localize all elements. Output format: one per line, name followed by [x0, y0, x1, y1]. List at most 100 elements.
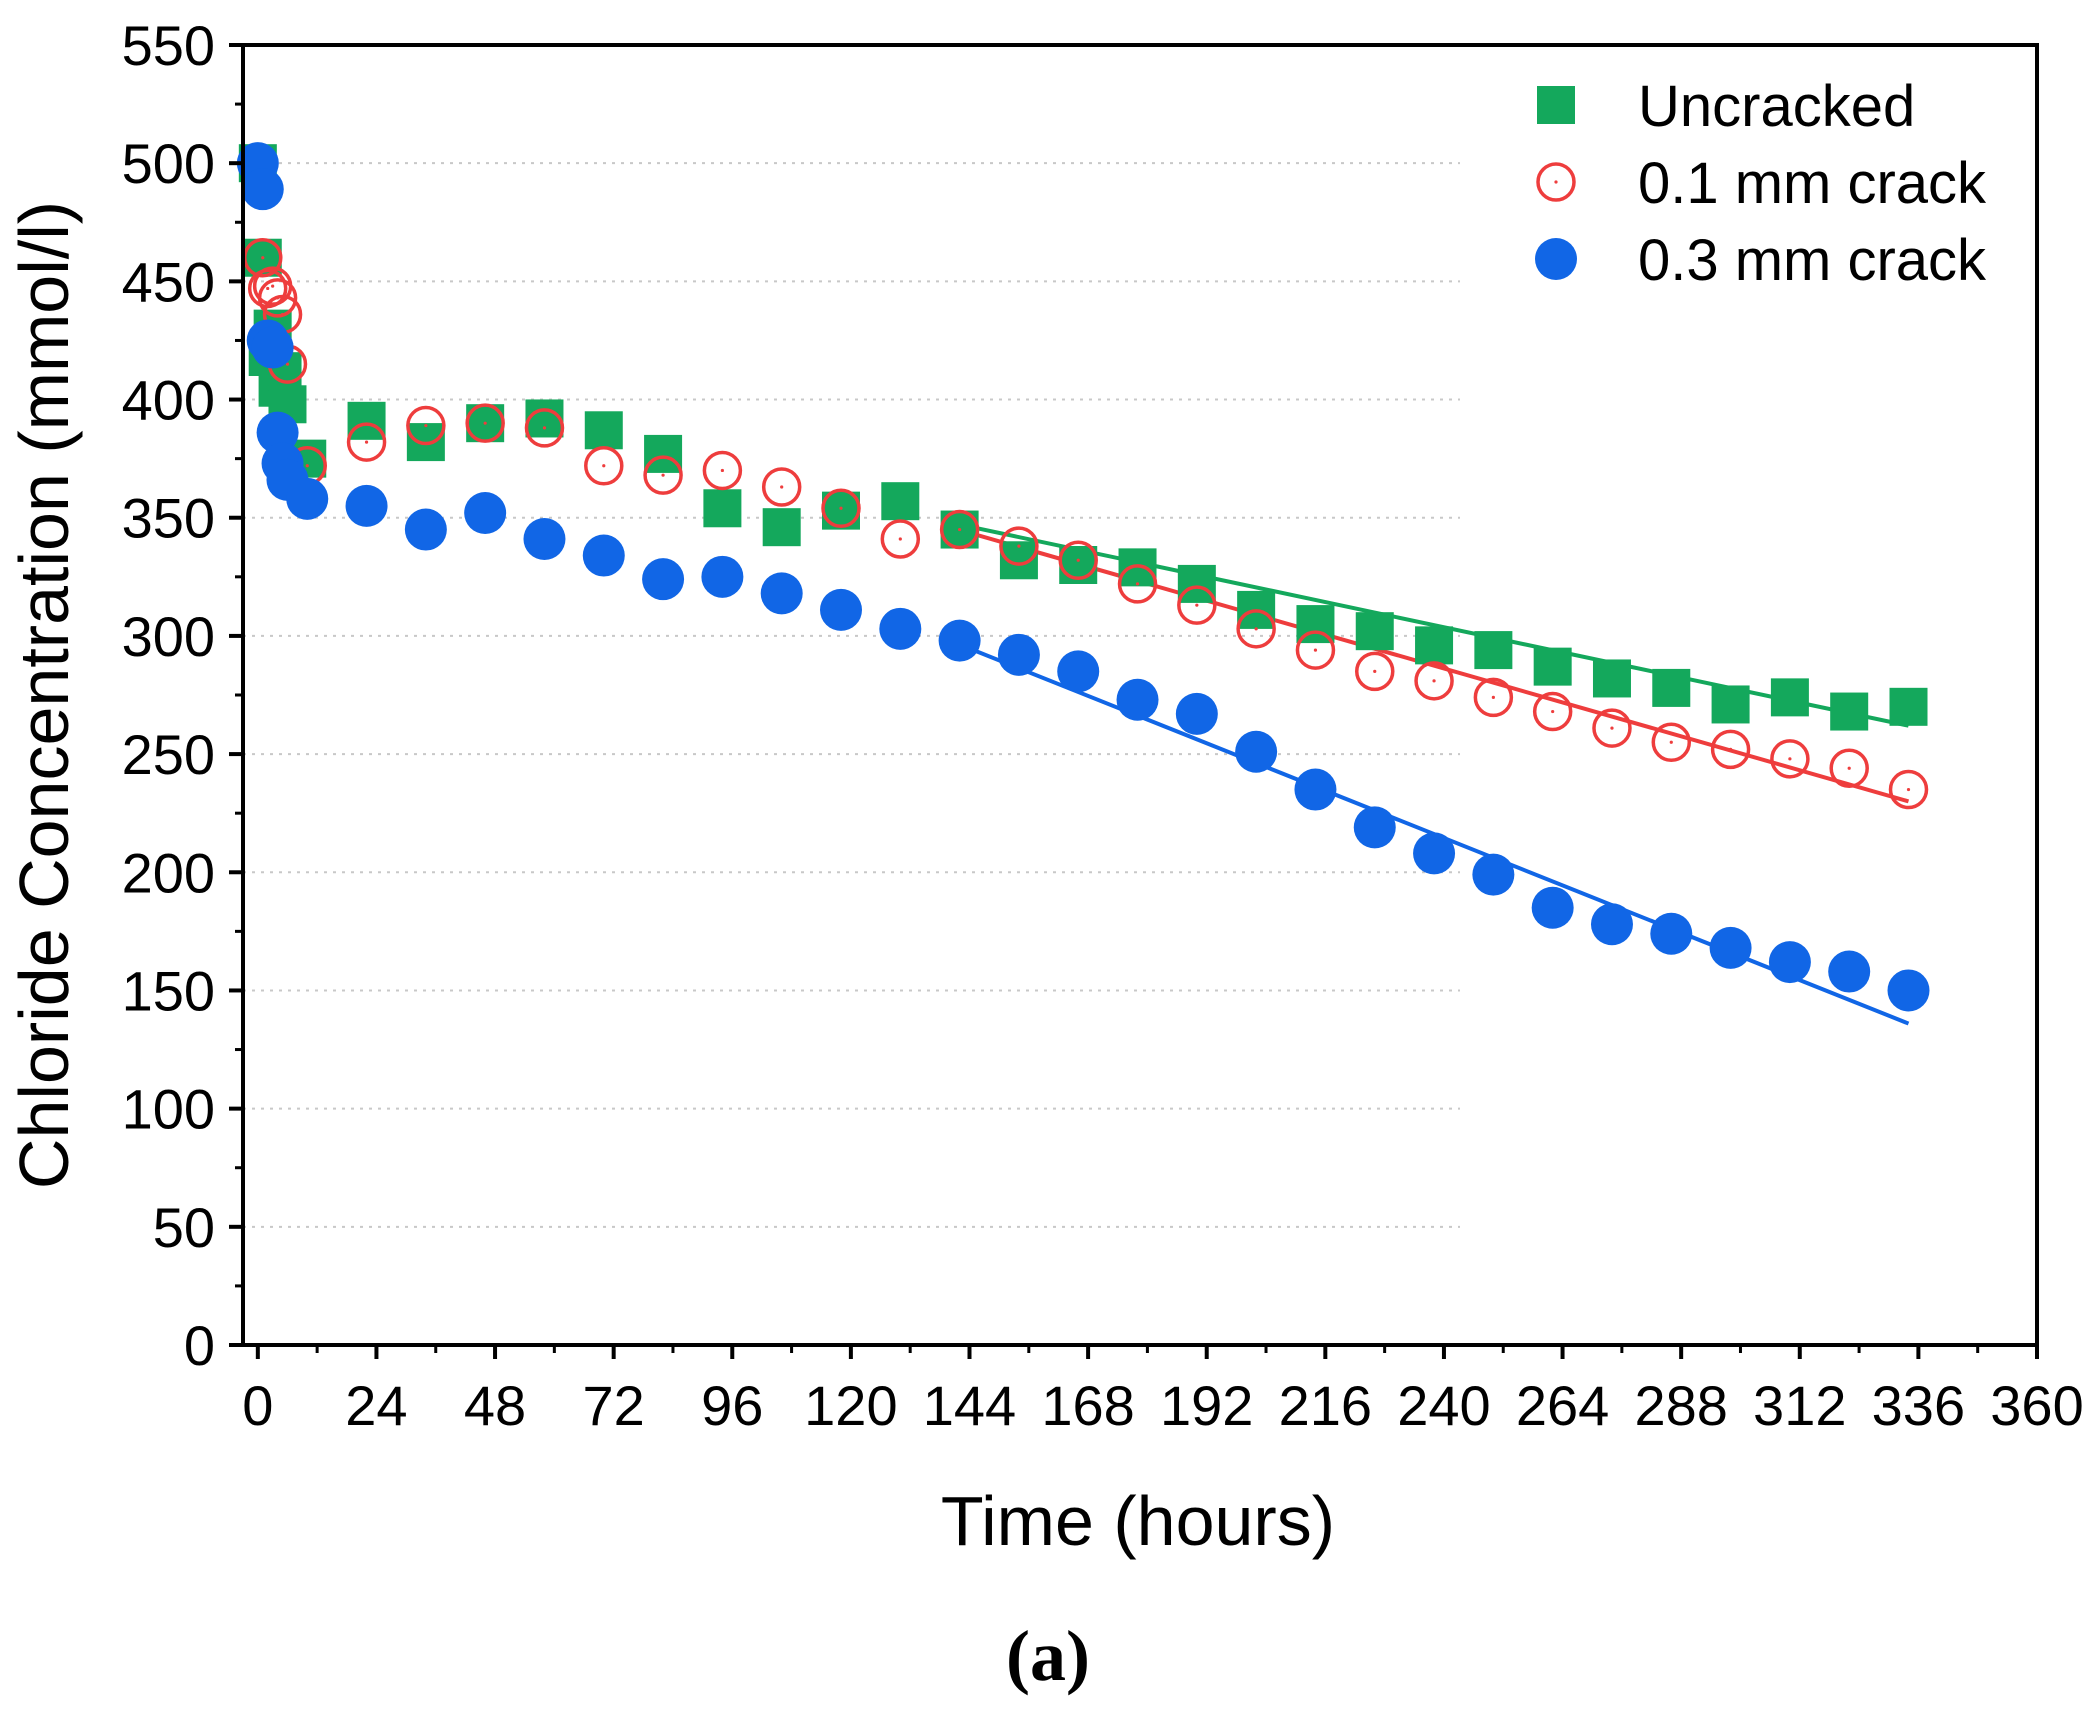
x-tick-label: 168 — [1041, 1374, 1134, 1437]
point-0-1-mm-crack — [1177, 585, 1217, 625]
point-0-3-mm-crack — [523, 518, 566, 560]
point-0-3-mm-crack — [1828, 950, 1871, 993]
point-uncracked — [1474, 631, 1513, 670]
point-0-1-mm-crack-dot — [780, 485, 784, 489]
x-tick-label: 312 — [1753, 1374, 1846, 1437]
point-0-1-mm-crack-dot — [1551, 709, 1555, 714]
y-tick-label: 500 — [122, 132, 215, 195]
point-0-1-mm-crack-dot — [1906, 787, 1911, 792]
point-0-1-mm-crack — [1117, 564, 1158, 604]
point-0-3-mm-crack — [1472, 853, 1515, 896]
point-0-1-mm-crack — [1888, 769, 1929, 810]
point-uncracked — [881, 482, 920, 521]
point-0-1-mm-crack-ring — [821, 488, 861, 529]
point-0-1-mm-crack — [702, 450, 743, 491]
series-0-3-mm-crack — [236, 142, 1930, 1012]
series-0-1-mm-crack — [238, 143, 1929, 810]
point-0-3-mm-crack — [1057, 650, 1100, 693]
point-0-1-mm-crack — [1414, 661, 1454, 701]
point-0-1-mm-crack — [999, 526, 1039, 566]
point-0-3-mm-crack — [1887, 969, 1930, 1012]
point-0-1-mm-crack-dot — [1847, 766, 1851, 770]
point-0-1-mm-crack — [880, 519, 921, 559]
fit-line-0-3-mm-crack — [948, 638, 1910, 1026]
axis-ticks — [229, 43, 2039, 1359]
point-0-1-mm-crack-dot — [1076, 558, 1080, 562]
point-0-1-mm-crack-dot — [1017, 544, 1021, 548]
point-0-3-mm-crack — [1590, 903, 1633, 946]
point-0-1-mm-crack-ring — [643, 455, 683, 495]
point-0-1-mm-crack-dot — [720, 468, 724, 473]
x-tick-label: 0 — [242, 1374, 273, 1437]
point-0-1-mm-crack-dot — [1373, 669, 1377, 673]
legend-label-0-3-mm-crack: 0.3 mm crack — [1638, 228, 1987, 293]
point-uncracked — [703, 489, 742, 528]
y-tick-label: 350 — [122, 487, 215, 550]
point-uncracked — [1177, 564, 1216, 603]
point-0-1-mm-crack-dot — [261, 256, 265, 260]
x-tick-label: 288 — [1634, 1374, 1727, 1437]
point-0-1-mm-crack-ring — [1770, 739, 1810, 779]
point-0-1-mm-crack-dot — [958, 527, 962, 532]
x-tick-label: 240 — [1397, 1374, 1490, 1437]
point-0-3-mm-crack — [1768, 941, 1811, 984]
x-tick-label: 120 — [804, 1374, 897, 1437]
point-0-3-mm-crack — [701, 555, 744, 598]
point-0-1-mm-crack — [1710, 729, 1751, 770]
point-0-1-mm-crack-ring — [1888, 769, 1929, 810]
point-0-1-mm-crack-ring — [1592, 708, 1632, 748]
point-0-1-mm-crack-ring — [1295, 630, 1336, 670]
y-tick-label: 100 — [122, 1078, 215, 1141]
point-0-1-mm-crack-dot — [1669, 740, 1673, 744]
legend-marker-0-1-mm-crack-dot — [1554, 180, 1558, 184]
point-0-3-mm-crack — [760, 572, 803, 615]
point-0-1-mm-crack-ring — [1651, 722, 1692, 763]
point-0-3-mm-crack — [1531, 886, 1574, 929]
y-tick-label: 450 — [122, 250, 215, 313]
point-0-3-mm-crack — [241, 168, 284, 211]
y-tick-label: 200 — [122, 841, 215, 904]
point-uncracked — [584, 411, 623, 450]
point-0-1-mm-crack-ring — [1117, 564, 1158, 604]
point-uncracked — [1830, 692, 1869, 731]
point-0-3-mm-crack — [251, 326, 294, 369]
point-0-1-mm-crack-ring — [1177, 585, 1217, 625]
point-0-3-mm-crack — [1413, 832, 1456, 875]
point-0-3-mm-crack — [1709, 926, 1752, 969]
point-0-3-mm-crack — [1116, 678, 1159, 721]
point-0-3-mm-crack — [286, 477, 329, 520]
data-points — [236, 142, 1930, 1012]
point-uncracked — [644, 434, 683, 473]
point-0-3-mm-crack — [582, 534, 625, 577]
y-axis-title: Chloride Concentration (mmol/l) — [5, 201, 83, 1189]
y-tick-label: 250 — [122, 723, 215, 786]
point-0-1-mm-crack-ring — [1473, 677, 1514, 718]
point-0-1-mm-crack — [821, 488, 861, 529]
x-tick-label: 144 — [923, 1374, 1016, 1437]
point-0-3-mm-crack — [1650, 912, 1693, 955]
legend-label-uncracked: Uncracked — [1638, 74, 1915, 139]
x-tick-label: 96 — [701, 1374, 763, 1437]
point-0-1-mm-crack-dot — [1788, 757, 1792, 761]
point-0-1-mm-crack-dot — [483, 421, 487, 425]
point-0-1-mm-crack-ring — [346, 422, 387, 462]
x-tick-label: 192 — [1160, 1374, 1253, 1437]
point-0-3-mm-crack — [404, 508, 447, 551]
point-0-1-mm-crack-ring — [1355, 651, 1395, 692]
point-0-3-mm-crack — [464, 492, 507, 534]
y-tick-label: 50 — [153, 1196, 215, 1259]
point-0-1-mm-crack-dot — [1728, 747, 1733, 751]
point-0-3-mm-crack — [1235, 730, 1278, 773]
point-0-1-mm-crack-dot — [898, 537, 902, 541]
point-0-1-mm-crack-dot — [1254, 627, 1258, 631]
point-uncracked — [1711, 685, 1750, 724]
point-uncracked — [1355, 612, 1394, 651]
point-0-3-mm-crack — [642, 558, 685, 601]
point-0-3-mm-crack — [820, 588, 862, 631]
x-tick-label: 24 — [345, 1374, 407, 1437]
point-0-1-mm-crack — [1829, 748, 1869, 789]
point-0-1-mm-crack-ring — [406, 405, 446, 446]
legend-marker-uncracked — [1537, 86, 1575, 124]
point-0-1-mm-crack-dot — [1313, 648, 1318, 652]
point-0-1-mm-crack — [406, 405, 446, 446]
